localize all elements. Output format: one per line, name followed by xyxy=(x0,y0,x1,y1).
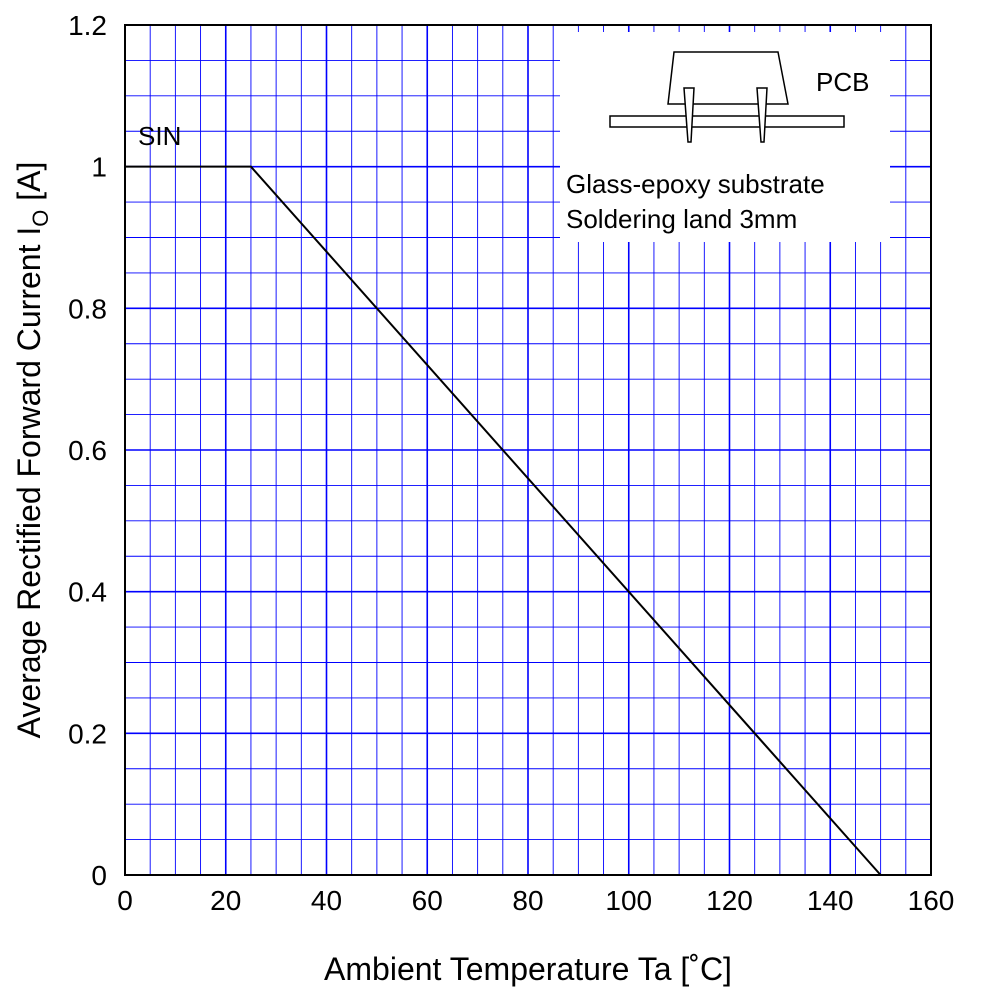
pcb-label: PCB xyxy=(816,67,869,97)
y-tick-label: 0.2 xyxy=(68,718,107,749)
x-tick-label: 40 xyxy=(311,885,342,916)
x-axis-title: Ambient Temperature Ta [˚C] xyxy=(324,951,732,987)
x-tick-label: 20 xyxy=(210,885,241,916)
tick-labels: 0 20 40 60 80 100 120 140 160 0 0.2 0.4 0.6 0.8 1 1.2 xyxy=(68,10,954,916)
x-tick-label: 60 xyxy=(412,885,443,916)
y-tick-label: 0.4 xyxy=(68,577,107,608)
component-lead-right xyxy=(756,87,768,143)
y-tick-label: 1.2 xyxy=(68,10,107,41)
y-axis-title-subscript: O xyxy=(28,210,53,227)
y-tick-label: 1 xyxy=(91,152,107,183)
substrate-label-line2: Soldering land 3mm xyxy=(566,204,797,234)
y-tick-label: 0.6 xyxy=(68,435,107,466)
plot-frame xyxy=(124,24,932,876)
y-axis-title-unit: [A] xyxy=(11,162,47,210)
data-point xyxy=(250,165,252,168)
x-tick-label: 80 xyxy=(512,885,543,916)
y-tick-label: 0.8 xyxy=(68,293,107,324)
x-tick-label: 120 xyxy=(706,885,753,916)
x-tick-label: 0 xyxy=(117,885,133,916)
substrate-label-line1: Glass-epoxy substrate xyxy=(566,169,825,199)
x-tick-label: 140 xyxy=(807,885,854,916)
component-lead-left xyxy=(683,87,695,143)
pcb-illustration xyxy=(609,51,845,143)
inset-diagram: PCB Glass-epoxy substrate Soldering land… xyxy=(560,32,890,242)
y-tick-label: 0 xyxy=(91,860,107,891)
series-label-sin: SIN xyxy=(138,121,181,151)
pcb-board xyxy=(609,115,845,128)
x-tick-label: 100 xyxy=(605,885,652,916)
y-axis-title-main: Average Rectified Forward Current I xyxy=(11,227,47,739)
y-axis-title: Average Rectified Forward Current IO [A] xyxy=(11,162,53,739)
x-tick-label: 160 xyxy=(908,885,955,916)
